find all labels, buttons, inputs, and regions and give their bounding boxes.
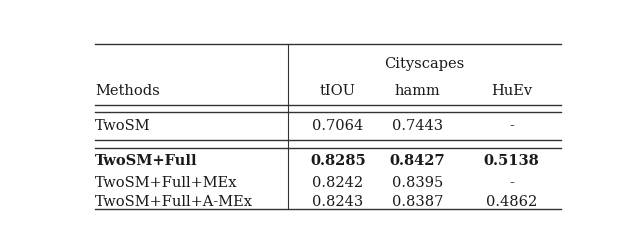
Text: HuEv: HuEv bbox=[491, 83, 532, 98]
Text: -: - bbox=[509, 119, 514, 133]
Text: tIOU: tIOU bbox=[320, 83, 356, 98]
Text: TwoSM+Full: TwoSM+Full bbox=[95, 154, 198, 168]
Text: Cityscapes: Cityscapes bbox=[385, 57, 465, 71]
Text: -: - bbox=[509, 176, 514, 190]
Text: 0.5138: 0.5138 bbox=[484, 154, 540, 168]
Text: TwoSM: TwoSM bbox=[95, 119, 150, 133]
Text: 0.8242: 0.8242 bbox=[312, 176, 364, 190]
Text: 0.4862: 0.4862 bbox=[486, 195, 537, 209]
Text: 0.8395: 0.8395 bbox=[392, 176, 443, 190]
Text: Methods: Methods bbox=[95, 83, 159, 98]
Text: 0.8427: 0.8427 bbox=[390, 154, 445, 168]
Text: 0.7443: 0.7443 bbox=[392, 119, 443, 133]
Text: 0.8285: 0.8285 bbox=[310, 154, 366, 168]
Text: 0.8387: 0.8387 bbox=[392, 195, 443, 209]
Text: TwoSM+Full+MEx: TwoSM+Full+MEx bbox=[95, 176, 237, 190]
Text: 0.7064: 0.7064 bbox=[312, 119, 364, 133]
Text: 0.8243: 0.8243 bbox=[312, 195, 364, 209]
Text: TwoSM+Full+A-MEx: TwoSM+Full+A-MEx bbox=[95, 195, 253, 209]
Text: hamm: hamm bbox=[394, 83, 440, 98]
